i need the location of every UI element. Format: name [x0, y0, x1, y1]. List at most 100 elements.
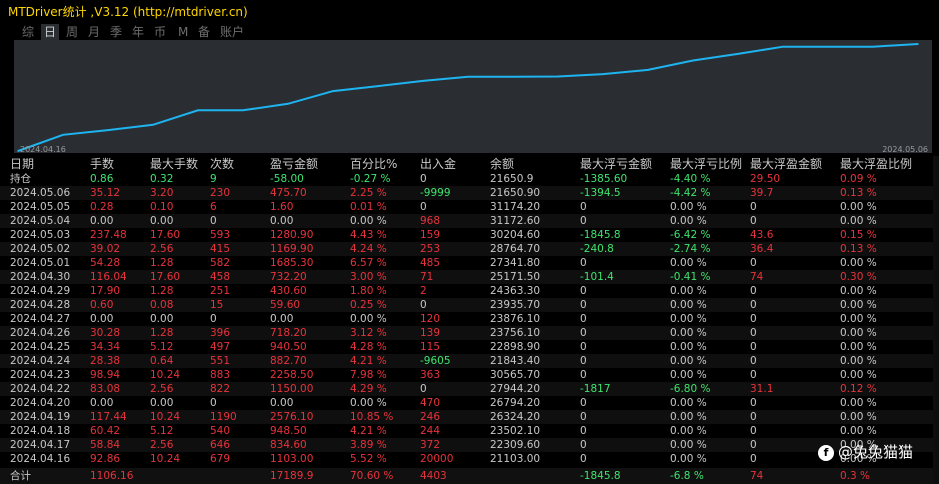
- tab-0[interactable]: 综: [22, 25, 35, 39]
- cell-pnl: 430.60: [270, 285, 307, 297]
- cell-max-float-profit: 39.7: [750, 187, 774, 199]
- tab-6[interactable]: 币: [154, 25, 167, 39]
- cell-max-float-profit: 0: [750, 397, 757, 409]
- cell-percent: 0.00 %: [350, 397, 387, 409]
- cell-lots: 0.00: [90, 313, 114, 325]
- cell-balance: 30204.60: [490, 229, 541, 241]
- table-row[interactable]: 2024.05.02 39.02 2.56 415 1169.90 4.24 % 253 28…: [0, 242, 939, 256]
- cell-date: 持仓: [10, 173, 31, 185]
- cell-deposit: 159: [420, 229, 441, 241]
- cell-balance: 31172.60: [490, 215, 541, 227]
- cell-max-float-loss-pct: 0.00 %: [670, 285, 707, 297]
- cell-max-lots: 2.56: [150, 243, 174, 255]
- cell-max-lots: 3.20: [150, 187, 174, 199]
- table-scrollbar[interactable]: [933, 156, 939, 484]
- tab-2[interactable]: 周: [66, 25, 79, 39]
- cell-max-lots: 17.60: [150, 229, 181, 241]
- header-deposit[interactable]: 出入金: [420, 157, 457, 171]
- total-date: 合计: [10, 470, 31, 482]
- cell-deposit: 968: [420, 215, 441, 227]
- tab-1[interactable]: 日: [41, 24, 60, 40]
- total-lots: 1106.16: [90, 470, 134, 482]
- table-row[interactable]: 2024.04.26 30.28 1.28 396 718.20 3.12 % 139 237…: [0, 326, 939, 340]
- watermark-text: @兔兔猫猫: [838, 443, 914, 461]
- table-row[interactable]: 2024.04.25 34.34 5.12 497 940.50 4.28 % 115 228…: [0, 340, 939, 354]
- cell-percent: 7.98 %: [350, 369, 387, 381]
- header-max-float-profit-pct[interactable]: 最大浮盈比例: [840, 157, 913, 171]
- header-balance[interactable]: 余额: [490, 157, 515, 171]
- balance-point: [602, 73, 604, 75]
- table-row[interactable]: 2024.05.01 54.28 1.28 582 1685.30 6.57 % 485 27…: [0, 256, 939, 270]
- header-percent[interactable]: 百分比%: [350, 157, 398, 171]
- cell-date: 2024.05.04: [10, 215, 71, 227]
- cell-balance: 21103.00: [490, 453, 541, 465]
- table-row[interactable]: 2024.04.16 92.86 10.24 679 1103.00 5.52 % 2000…: [0, 452, 939, 466]
- cell-max-float-loss-pct: -4.42 %: [670, 187, 711, 199]
- balance-point: [377, 85, 379, 87]
- tab-9[interactable]: 账户: [220, 25, 245, 39]
- cell-max-float-profit-pct: 0.09 %: [840, 173, 877, 185]
- cell-max-float-loss: 0: [580, 285, 587, 297]
- tab-4[interactable]: 季: [110, 25, 123, 39]
- cell-count: 396: [210, 327, 231, 339]
- table-row[interactable]: 2024.05.06 35.12 3.20 230 475.70 2.25 % -9999 2…: [0, 186, 939, 200]
- header-pnl[interactable]: 盈亏金额: [270, 157, 319, 171]
- table-row[interactable]: 2024.05.04 0.00 0.00 0 0.00 0.00 % 968 31172.60…: [0, 214, 939, 228]
- header-max-float-loss-pct[interactable]: 最大浮亏比例: [670, 157, 743, 171]
- cell-max-float-loss-pct: 0.00 %: [670, 355, 707, 367]
- cell-percent: 5.52 %: [350, 453, 387, 465]
- table-row[interactable]: 2024.04.20 0.00 0.00 0 0.00 0.00 % 470 26794.20…: [0, 396, 939, 410]
- header-max-float-profit[interactable]: 最大浮盈金额: [750, 157, 823, 171]
- x-start-label: 2024.04.16: [20, 145, 66, 153]
- cell-percent: 0.25 %: [350, 299, 387, 311]
- table-row[interactable]: 2024.04.28 0.60 0.08 15 59.60 0.25 % 0 23935.70…: [0, 298, 939, 312]
- header-max-float-loss[interactable]: 最大浮亏金额: [580, 157, 653, 171]
- header-max-lots[interactable]: 最大手数: [150, 157, 199, 171]
- cell-max-float-profit-pct: 0.00 %: [840, 299, 877, 311]
- tab-5[interactable]: 年: [132, 25, 145, 39]
- cell-max-float-profit-pct: 0.00 %: [840, 327, 877, 339]
- tab-7[interactable]: M: [178, 25, 189, 39]
- total-deposit: 4403: [420, 470, 447, 482]
- header-count[interactable]: 次数: [210, 157, 235, 171]
- header-date[interactable]: 日期: [10, 157, 35, 171]
- cell-deposit: 115: [420, 341, 441, 353]
- table-row[interactable]: 2024.04.27 0.00 0.00 0 0.00 0.00 % 120 23876.10…: [0, 312, 939, 326]
- cell-count: 1190: [210, 411, 237, 423]
- table-row[interactable]: 2024.04.23 98.94 10.24 883 2258.50 7.98 % 363 3…: [0, 368, 939, 382]
- cell-pnl: 0.00: [270, 215, 294, 227]
- table-row[interactable]: 2024.04.17 58.84 2.56 646 834.60 3.89 % 372 223…: [0, 438, 939, 452]
- cell-max-float-loss-pct: 0.00 %: [670, 257, 707, 269]
- table-row[interactable]: 2024.05.03 237.48 17.60 593 1280.90 4.43 % 159…: [0, 228, 939, 242]
- table-row[interactable]: 2024.04.29 17.90 1.28 251 430.60 1.80 % 2 24363…: [0, 284, 939, 298]
- cell-max-float-loss: -101.4: [580, 271, 614, 283]
- position-row[interactable]: 持仓 0.86 0.32 9 -58.00 -0.27 % 0 21650.9 -1385.60…: [0, 172, 939, 186]
- balance-point: [512, 76, 514, 78]
- balance-point: [917, 43, 919, 45]
- period-tab-bar: 综日周月季年币 M 备账户: [0, 21, 939, 41]
- cell-max-float-loss: 0: [580, 215, 587, 227]
- cell-max-lots: 0.64: [150, 355, 174, 367]
- cell-max-float-profit: 0: [750, 313, 757, 325]
- table-row[interactable]: 2024.04.22 83.08 2.56 822 1150.00 4.29 % 0 2794…: [0, 382, 939, 396]
- table-row[interactable]: 2024.05.05 0.28 0.10 6 1.60 0.01 % 0 31174.20 0 0…: [0, 200, 939, 214]
- table-row[interactable]: 2024.04.24 28.38 0.64 551 882.70 4.21 % -9605 2…: [0, 354, 939, 368]
- cell-max-float-loss: 0: [580, 257, 587, 269]
- cell-date: 2024.04.20: [10, 397, 71, 409]
- tab-3[interactable]: 月: [88, 25, 101, 39]
- table-row[interactable]: 2024.04.18 60.42 5.12 540 948.50 4.21 % 244 235…: [0, 424, 939, 438]
- cell-count: 582: [210, 257, 231, 269]
- cell-deposit: 253: [420, 243, 441, 255]
- cell-max-lots: 5.12: [150, 341, 174, 353]
- cell-deposit: 0: [420, 299, 427, 311]
- cell-date: 2024.04.28: [10, 299, 71, 311]
- cell-percent: 6.57 %: [350, 257, 387, 269]
- table-row[interactable]: 2024.04.30 116.04 17.60 458 732.20 3.00 % 71 25…: [0, 270, 939, 284]
- balance-point: [557, 75, 559, 78]
- table-row[interactable]: 2024.04.19 117.44 10.24 1190 2576.10 10.85 % 2…: [0, 410, 939, 424]
- tab-8[interactable]: 备: [198, 25, 211, 39]
- cell-count: 497: [210, 341, 231, 353]
- cell-max-float-profit-pct: 0.00 %: [840, 355, 877, 367]
- cell-max-float-loss-pct: -4.40 %: [670, 173, 711, 185]
- header-lots[interactable]: 手数: [90, 157, 115, 171]
